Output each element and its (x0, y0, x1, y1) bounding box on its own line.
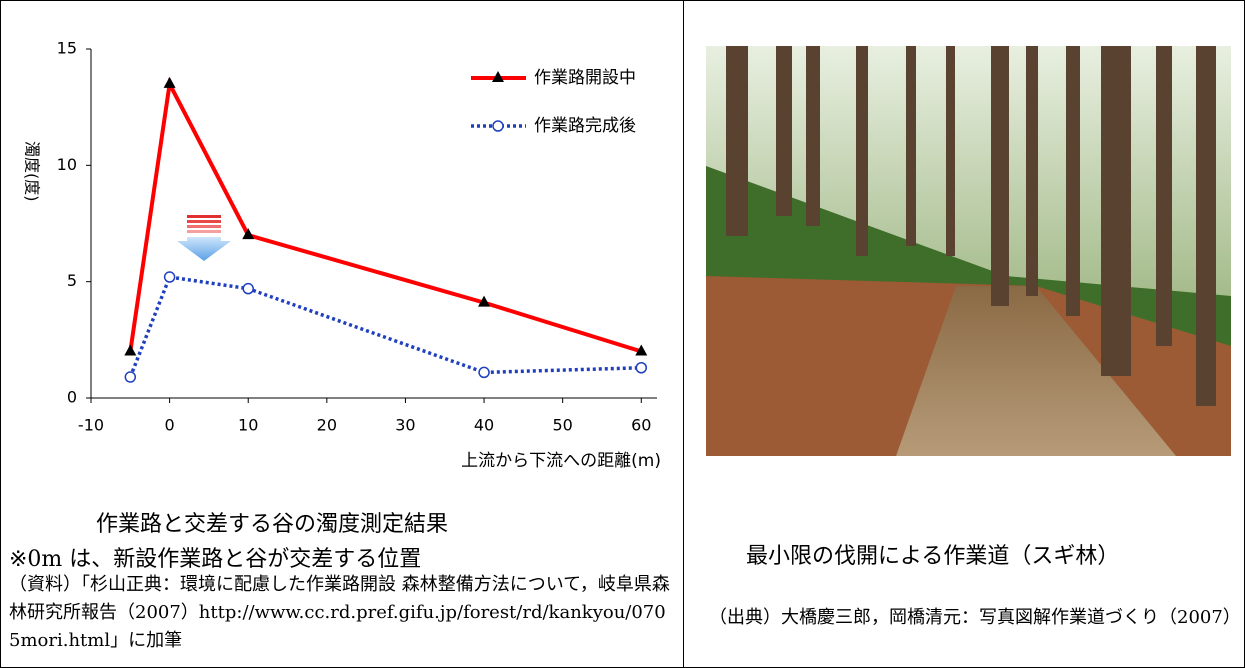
chart-source: （資料）「杉山正典：環境に配慮した作業路開設 森林整備方法について，岐阜県森林研… (9, 574, 670, 651)
y-axis-label: 濁度(度) (23, 141, 42, 202)
x-tick-label: 10 (238, 416, 258, 435)
marker (124, 344, 137, 356)
y-tick-label: 5 (67, 271, 77, 290)
marker (478, 295, 491, 307)
marker (163, 76, 176, 88)
x-tick-label: 60 (631, 416, 651, 435)
marker (124, 371, 137, 383)
marker (635, 344, 648, 356)
y-tick-label: 0 (67, 388, 77, 407)
forest-photo (706, 46, 1231, 456)
legend-marker (492, 120, 504, 132)
legend-label: 作業路開設中 (534, 68, 636, 88)
marker (242, 282, 254, 295)
x-axis-label: 上流から下流への距離(m) (461, 451, 661, 471)
x-tick-label: 50 (552, 416, 572, 435)
x-tick-label: 40 (474, 416, 494, 435)
chart-note: ※0m は、新設作業路と谷が交差する位置 (9, 547, 422, 572)
decrease-arrow (177, 215, 231, 261)
photo-source: （出典）大橋慶三郎，岡橋清元：写真図解作業道づくり（2007） (709, 607, 1241, 628)
divider (683, 1, 684, 667)
marker (163, 271, 176, 283)
x-tick-label: -10 (78, 416, 104, 435)
marker (242, 228, 255, 240)
photo-caption: 最小限の伐開による作業道（スギ林） (746, 544, 1120, 569)
legend-marker (492, 71, 504, 82)
x-tick-label: 30 (395, 416, 415, 435)
y-tick-label: 15 (57, 39, 77, 58)
x-tick-label: 20 (317, 416, 337, 435)
marker (478, 366, 490, 379)
legend-label: 作業路完成後 (534, 116, 636, 136)
chart-caption: 作業路と交差する谷の濁度測定結果 (96, 512, 449, 537)
y-tick-label: 10 (57, 155, 77, 174)
legend-item: 作業路開設中 (471, 68, 636, 88)
marker (635, 362, 648, 374)
x-tick-label: 0 (165, 416, 175, 435)
legend-item: 作業路完成後 (471, 116, 636, 136)
